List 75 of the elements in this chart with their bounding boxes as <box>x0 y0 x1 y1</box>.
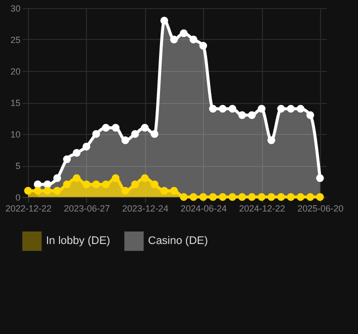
point <box>53 174 62 182</box>
point <box>228 104 236 113</box>
point <box>92 130 100 138</box>
point <box>131 130 139 138</box>
point <box>209 104 217 113</box>
point <box>238 193 246 201</box>
point <box>306 111 314 119</box>
point <box>277 193 285 201</box>
point <box>218 104 227 113</box>
point <box>209 193 217 201</box>
point <box>44 186 52 195</box>
point <box>286 193 295 201</box>
point <box>92 180 100 188</box>
point <box>112 124 120 132</box>
x-tick-label: 2024-12-22 <box>239 204 286 214</box>
point <box>228 193 236 201</box>
point <box>170 186 178 195</box>
point <box>53 186 62 195</box>
point <box>306 193 314 201</box>
point <box>190 193 198 201</box>
point <box>82 180 90 188</box>
y-tick-label: 10 <box>10 130 20 140</box>
point <box>140 124 149 132</box>
x-tick-label: 2023-06-27 <box>64 204 110 214</box>
y-tick-label: 15 <box>10 98 20 108</box>
x-tick-label: 2022-12-22 <box>5 204 52 214</box>
y-tick-label: 5 <box>15 161 20 171</box>
y-tick-label: 25 <box>10 35 20 45</box>
point <box>102 180 110 188</box>
point <box>316 174 324 182</box>
point <box>277 104 285 113</box>
point <box>296 193 304 201</box>
point <box>24 186 32 195</box>
point <box>199 193 208 201</box>
point <box>296 104 304 113</box>
legend-label: Casino (DE) <box>148 235 208 248</box>
point <box>34 186 42 195</box>
x-tick-label: 2023-12-24 <box>122 204 168 214</box>
point <box>44 180 52 188</box>
point <box>121 186 130 195</box>
point <box>160 16 168 24</box>
point <box>267 136 276 144</box>
point <box>63 180 71 188</box>
point <box>150 180 158 188</box>
point <box>180 193 188 201</box>
point <box>140 174 149 182</box>
point <box>72 174 81 182</box>
y-tick-label: 0 <box>15 192 20 202</box>
x-tick-label: 2025-06-20 <box>297 204 344 214</box>
x-tick-label: 2024-06-24 <box>180 204 227 214</box>
point <box>190 36 198 44</box>
y-tick-label: 20 <box>10 66 20 76</box>
point <box>286 104 295 113</box>
point <box>102 124 110 132</box>
point <box>72 149 81 157</box>
point <box>258 193 266 201</box>
point <box>131 180 139 188</box>
point <box>170 36 178 44</box>
point <box>112 174 120 182</box>
point <box>82 142 90 150</box>
point <box>150 130 158 138</box>
point <box>199 42 208 50</box>
point <box>218 193 227 201</box>
point <box>121 136 130 144</box>
point <box>258 104 266 113</box>
point <box>63 155 71 164</box>
point <box>180 29 188 38</box>
point <box>248 111 256 119</box>
point <box>267 193 276 201</box>
point <box>160 186 168 195</box>
y-tick-label: 30 <box>10 4 20 14</box>
point <box>316 193 324 201</box>
point <box>238 111 246 119</box>
point <box>248 193 256 201</box>
legend-label: In lobby (DE) <box>46 235 110 248</box>
